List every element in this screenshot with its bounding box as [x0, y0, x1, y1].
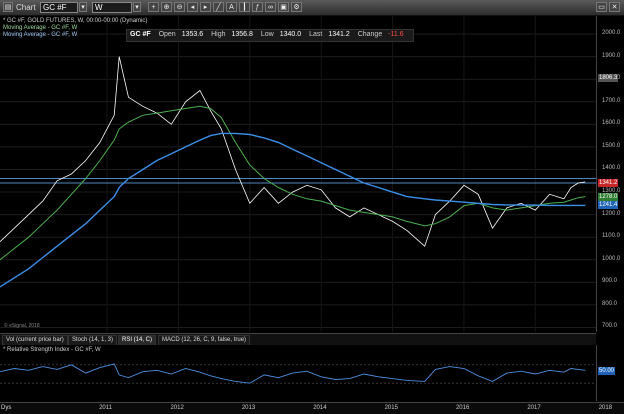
copyright: © eSignal, 2018 — [4, 323, 40, 329]
price-chart-svg — [0, 16, 608, 332]
scroll-left-icon[interactable]: ◂ — [187, 2, 198, 12]
settings-icon[interactable]: ⚙ — [291, 2, 302, 12]
marker-ma-short: 1278.0 — [598, 193, 619, 202]
price-tick-label: 700.0 — [602, 323, 618, 330]
zoom-out-icon[interactable]: ⊖ — [174, 2, 185, 12]
legend-symbol: * GC #F, GOLD FUTURES, W, 00:00-00:00 (D… — [3, 18, 148, 24]
bars-style-icon[interactable]: ┃ — [239, 2, 250, 12]
time-tick-label: 2017 — [527, 405, 541, 411]
rsi-line — [0, 363, 586, 384]
price-tick-label: 1000.0 — [602, 255, 621, 262]
quote-last-label: Last — [309, 31, 323, 38]
rsi-title: * Relative Strength Index - GC #F, W — [3, 347, 101, 353]
price-tick-label: 1100.0 — [602, 233, 620, 240]
legend-ma-long: Moving Average - GC #F, W — [3, 32, 78, 38]
indicators-icon[interactable]: ƒ — [252, 2, 263, 12]
quote-change-value: -11.6 — [388, 31, 404, 38]
time-tick-label: 2013 — [241, 405, 256, 411]
close-icon[interactable]: ✕ — [609, 2, 620, 12]
quote-open-label: Open — [158, 31, 176, 38]
price-tick-label: 1400.0 — [602, 165, 621, 172]
legend-ma-short: Moving Average - GC #F, W — [3, 25, 78, 31]
price-tick-label: 2000.0 — [602, 30, 621, 37]
quote-high-value: 1356.8 — [231, 31, 253, 38]
restore-icon[interactable]: ▭ — [596, 2, 607, 12]
price-plot[interactable] — [0, 16, 596, 332]
price-tick-label: 1500.0 — [602, 142, 621, 149]
moving-average-short-line — [0, 105, 586, 261]
rsi-marker: 50.00 — [598, 367, 616, 375]
price-tick-label: 1600.0 — [602, 120, 621, 127]
scroll-right-icon[interactable]: ▸ — [200, 2, 211, 12]
marker-top: 1806.3 — [598, 73, 619, 82]
time-tick-label: 2011 — [99, 405, 112, 411]
price-tick-label: 800.0 — [602, 300, 618, 307]
quote-change-label: Change — [357, 31, 383, 38]
time-tick-label: 2018 — [598, 405, 613, 411]
link-icon[interactable]: ∞ — [265, 2, 276, 12]
price-tick-label: 1700.0 — [602, 97, 621, 104]
price-tick-label: 1300.0 — [602, 188, 621, 195]
quote-low-value: 1340.0 — [279, 31, 302, 38]
symbol-input[interactable] — [40, 2, 78, 13]
marker-ma-long: 1241.4 — [598, 201, 619, 210]
quote-open-value: 1353.6 — [181, 31, 204, 38]
chart-label: Chart — [16, 3, 36, 12]
toolbar: ▤ Chart ▾ ▾ + ⊕ ⊖ ◂ ▸ ╱ A ┃ ƒ ∞ ▣ ⚙ ▭ ✕ — [0, 0, 624, 16]
interval-dropdown-icon[interactable]: ▾ — [133, 2, 141, 12]
crosshair-tool-icon[interactable]: + — [148, 2, 159, 12]
quote-low-label: Low — [260, 31, 274, 38]
rsi-chart-svg — [0, 363, 596, 384]
symbol-dropdown-icon[interactable]: ▾ — [79, 2, 87, 12]
time-tick-label: 2015 — [384, 405, 398, 411]
price-axis[interactable] — [596, 16, 624, 332]
quote-symbol: GC #F — [130, 31, 151, 38]
price-tick-label: 1900.0 — [602, 52, 621, 59]
price-tick-label: 1200.0 — [602, 210, 621, 217]
time-tick-label: 2012 — [170, 405, 184, 411]
rsi-pane[interactable] — [0, 345, 596, 401]
time-axis[interactable] — [0, 402, 624, 414]
marker-last-price: 1341.2 — [598, 178, 619, 187]
rsi-axis[interactable] — [596, 345, 624, 401]
moving-average-long-line — [0, 132, 586, 288]
quote-bar: GC #F Open 1353.6 High 1356.8 Low 1340.0 La… — [126, 29, 414, 42]
quote-last-value: 1341.2 — [328, 31, 350, 38]
quote-high-label: High — [211, 31, 226, 38]
price-line — [0, 56, 586, 247]
time-tick-label: 2016 — [455, 405, 470, 411]
price-tick-label: 900.0 — [602, 278, 618, 285]
print-icon[interactable]: ▣ — [278, 2, 289, 12]
time-axis-corner: Dys — [1, 405, 12, 411]
time-tick-label: 2014 — [313, 405, 327, 411]
chart-menu-icon[interactable]: ▤ — [3, 2, 13, 12]
text-tool-icon[interactable]: A — [226, 2, 237, 12]
line-tool-icon[interactable]: ╱ — [213, 2, 224, 12]
zoom-in-icon[interactable]: ⊕ — [161, 2, 172, 12]
interval-input[interactable] — [92, 2, 132, 13]
